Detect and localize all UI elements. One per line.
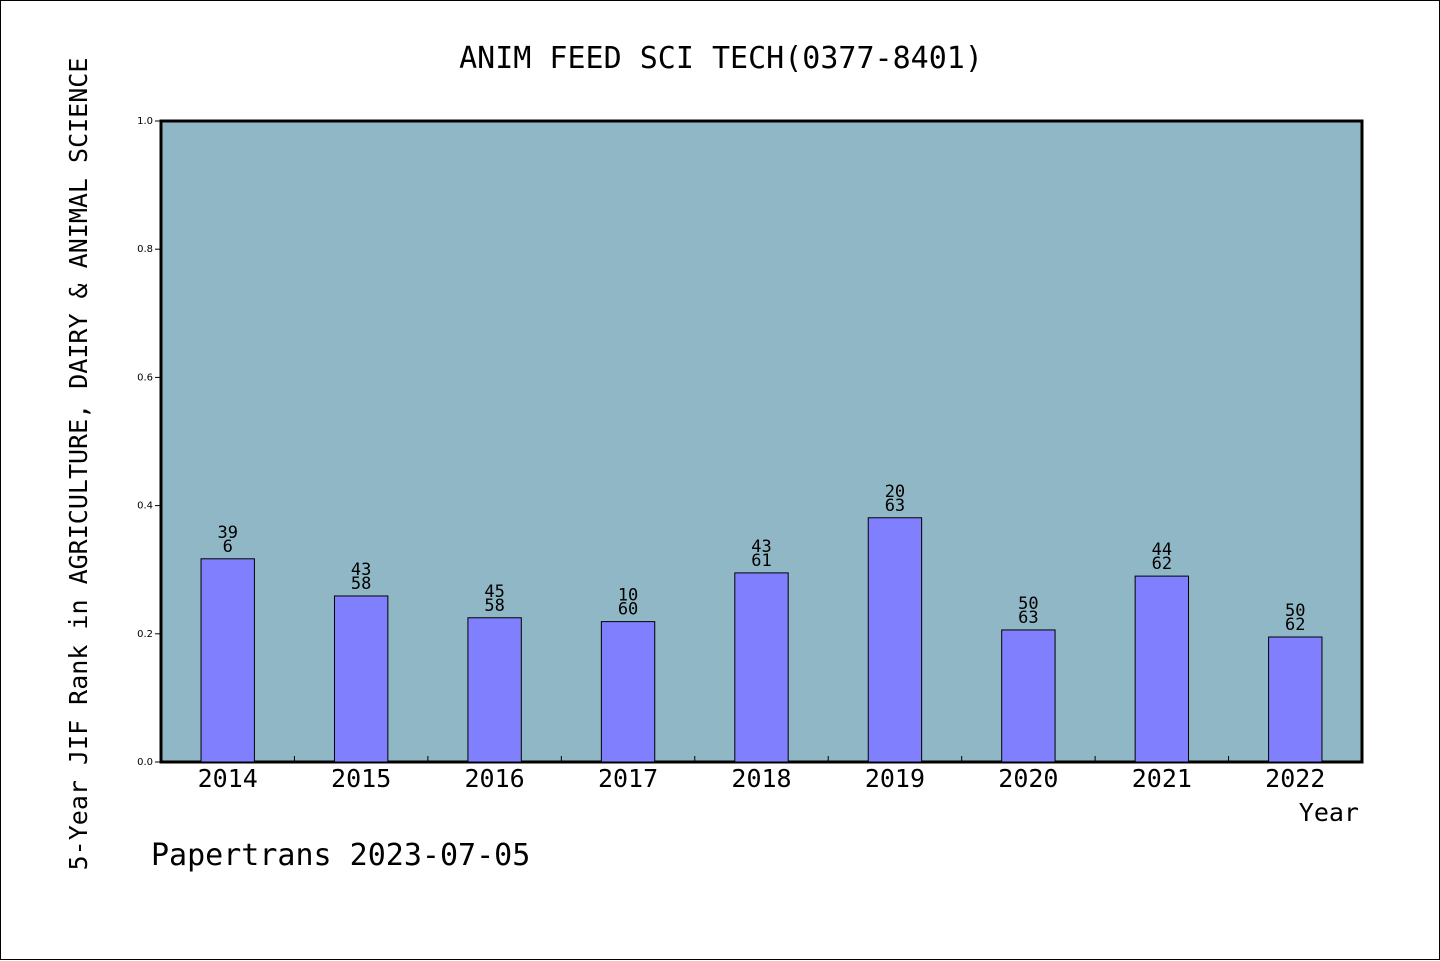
x-axis-label: Year — [1299, 798, 1359, 827]
y-tick-label: 1.0 — [137, 116, 153, 127]
bar-label-top: 43 — [351, 560, 371, 580]
bar-label-bottom: 61 — [751, 551, 771, 571]
x-tick-label: 2020 — [998, 764, 1058, 793]
footer-credit: Papertrans 2023-07-05 — [151, 838, 530, 873]
bar-label-bottom: 62 — [1152, 554, 1172, 574]
y-tick-label: 0.8 — [137, 244, 153, 255]
bar — [1134, 575, 1190, 763]
x-tick-label: 2022 — [1265, 764, 1325, 793]
x-tick-label: 2016 — [465, 764, 525, 793]
y-tick-label: 0.0 — [137, 757, 153, 768]
bar-label-bottom: 6 — [223, 537, 233, 557]
bar — [1001, 629, 1056, 763]
bar-label-bottom: 60 — [618, 600, 638, 620]
bar-label-top: 44 — [1152, 540, 1172, 560]
bar — [867, 517, 923, 763]
bar-label-bottom: 62 — [1285, 615, 1305, 635]
bar-label-top: 20 — [885, 482, 905, 502]
bar-label-bottom: 63 — [1018, 608, 1038, 628]
y-tick-label: 0.4 — [137, 501, 153, 512]
bar — [200, 558, 255, 763]
bar-label-top: 50 — [1285, 601, 1305, 621]
x-tick-label: 2017 — [598, 764, 658, 793]
bar — [600, 621, 656, 763]
x-tick-label: 2021 — [1132, 764, 1192, 793]
x-tick-label: 2014 — [198, 764, 258, 793]
y-tick-label: 0.6 — [137, 372, 153, 383]
x-tick-label: 2015 — [331, 764, 391, 793]
x-tick-label: 2019 — [865, 764, 925, 793]
bar — [333, 595, 389, 763]
bar-label-top: 45 — [484, 582, 504, 602]
bar-label-bottom: 58 — [484, 596, 504, 616]
chart-title: ANIM FEED SCI TECH(0377-8401) — [459, 41, 983, 76]
bar — [1268, 636, 1323, 763]
bar-label-top: 39 — [217, 523, 237, 543]
bar-label-top: 50 — [1018, 594, 1038, 614]
y-axis: 0.0 0.2 0.4 0.6 0.8 1.0 — [137, 116, 161, 768]
x-tick-label: 2018 — [731, 764, 791, 793]
bar-label-top: 43 — [751, 537, 771, 557]
bar — [467, 617, 522, 763]
x-axis: 2014 2015 2016 2017 2018 2019 2020 2021 2022 — [198, 756, 1325, 793]
bar-label-top: 10 — [618, 586, 638, 606]
y-tick-label: 0.2 — [137, 629, 153, 640]
bar — [734, 572, 789, 763]
y-axis-label: 5-Year JIF Rank in AGRICULTURE, DAIRY & … — [64, 58, 93, 871]
bar-label-bottom: 63 — [885, 496, 905, 516]
bar-label-bottom: 58 — [351, 574, 371, 594]
